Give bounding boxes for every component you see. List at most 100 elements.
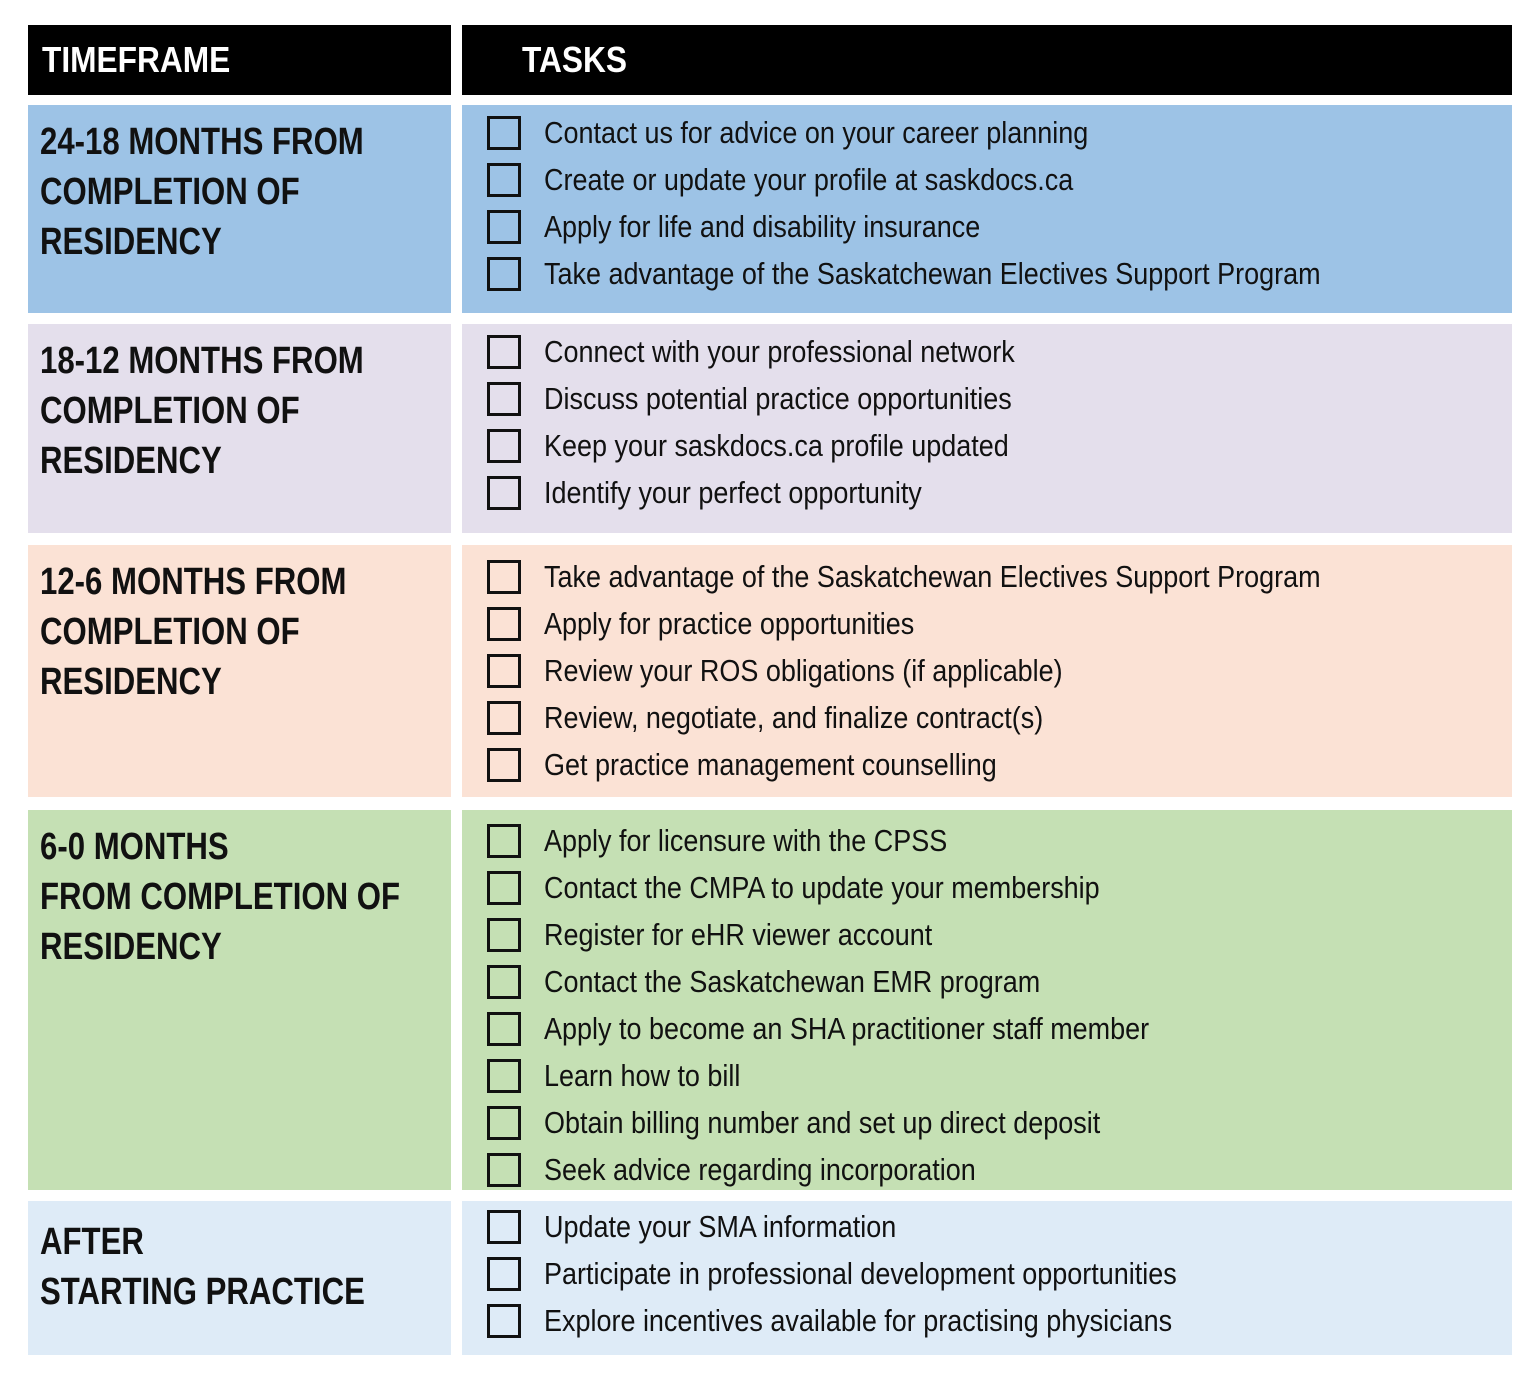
task-item: Discuss potential practice opportunities xyxy=(487,375,1512,422)
task-text: Explore incentives available for practis… xyxy=(544,1302,1173,1338)
task-item: Apply to become an SHA practitioner staf… xyxy=(487,1005,1512,1052)
task-item: Get practice management counselling xyxy=(487,741,1512,788)
timeframe-cell: 24-18 MONTHS FROM COMPLETION OF RESIDENCY xyxy=(28,105,451,313)
timeframe-cell: AFTER STARTING PRACTICE xyxy=(28,1201,451,1355)
checkbox[interactable] xyxy=(487,917,521,952)
header-timeframe: TIMEFRAME xyxy=(42,39,231,80)
checkbox[interactable] xyxy=(487,475,521,510)
task-item: Update your SMA information xyxy=(487,1203,1512,1250)
timeframe-line: RESIDENCY xyxy=(40,926,222,968)
timeframe-cell: 12-6 MONTHS FROM COMPLETION OF RESIDENCY xyxy=(28,545,451,797)
timeframe-line: 24-18 MONTHS FROM xyxy=(40,121,364,163)
timeframe-line: FROM COMPLETION OF xyxy=(40,876,401,918)
timeframe-line: RESIDENCY xyxy=(40,440,222,482)
checkbox[interactable] xyxy=(487,964,521,999)
checkbox[interactable] xyxy=(487,428,521,463)
tasks-cell: Contact us for advice on your career pla… xyxy=(462,105,1512,313)
task-item: Review your ROS obligations (if applicab… xyxy=(487,647,1512,694)
timeframe-cell: 18-12 MONTHS FROM COMPLETION OF RESIDENCY xyxy=(28,324,451,533)
task-text: Create or update your profile at saskdoc… xyxy=(544,161,1074,197)
tasks-cell: Update your SMA information Participate i… xyxy=(462,1201,1512,1355)
task-text: Review your ROS obligations (if applicab… xyxy=(544,652,1063,688)
task-item: Connect with your professional network xyxy=(487,328,1512,375)
task-item: Contact us for advice on your career pla… xyxy=(487,109,1512,156)
checkbox[interactable] xyxy=(487,1058,521,1093)
checkbox[interactable] xyxy=(487,870,521,905)
task-item: Register for eHR viewer account xyxy=(487,911,1512,958)
timeframe-line: 6-0 MONTHS xyxy=(40,826,229,868)
checkbox[interactable] xyxy=(487,1152,521,1187)
checkbox[interactable] xyxy=(487,747,521,782)
task-item: Apply for life and disability insurance xyxy=(487,203,1512,250)
task-text: Take advantage of the Saskatchewan Elect… xyxy=(544,255,1321,291)
task-text: Apply for licensure with the CPSS xyxy=(544,822,948,858)
task-item: Contact the Saskatchewan EMR program xyxy=(487,958,1512,1005)
header-cell: TASKS xyxy=(462,25,1512,95)
task-text: Get practice management counselling xyxy=(544,746,997,782)
task-item: Obtain billing number and set up direct … xyxy=(487,1099,1512,1146)
task-text: Seek advice regarding incorporation xyxy=(544,1151,976,1187)
task-item: Take advantage of the Saskatchewan Elect… xyxy=(487,250,1512,297)
tasks-cell: Apply for licensure with the CPSS Contact… xyxy=(462,810,1512,1190)
task-text: Contact us for advice on your career pla… xyxy=(544,114,1089,150)
checkbox[interactable] xyxy=(487,1209,521,1244)
task-text: Obtain billing number and set up direct … xyxy=(544,1104,1101,1140)
task-item: Learn how to bill xyxy=(487,1052,1512,1099)
task-text: Discuss potential practice opportunities xyxy=(544,380,1012,416)
task-item: Review, negotiate, and finalize contract… xyxy=(487,694,1512,741)
checkbox[interactable] xyxy=(487,1011,521,1046)
checkbox[interactable] xyxy=(487,823,521,858)
task-item: Identify your perfect opportunity xyxy=(487,469,1512,516)
tasks-cell: Take advantage of the Saskatchewan Elect… xyxy=(462,545,1512,797)
timeframe-line: STARTING PRACTICE xyxy=(40,1271,365,1313)
timeframe-line: AFTER xyxy=(40,1221,144,1263)
timeframe-line: RESIDENCY xyxy=(40,661,222,703)
checkbox[interactable] xyxy=(487,1256,521,1291)
task-text: Contact the Saskatchewan EMR program xyxy=(544,963,1041,999)
timeframe-line: 18-12 MONTHS FROM xyxy=(40,340,364,382)
timeframe-line: RESIDENCY xyxy=(40,221,222,263)
checkbox[interactable] xyxy=(487,606,521,641)
task-item: Contact the CMPA to update your membersh… xyxy=(487,864,1512,911)
task-text: Take advantage of the Saskatchewan Elect… xyxy=(544,558,1321,594)
checkbox[interactable] xyxy=(487,381,521,416)
task-text: Apply for life and disability insurance xyxy=(544,208,981,244)
task-text: Participate in professional development … xyxy=(544,1255,1177,1291)
header-tasks: TASKS xyxy=(522,39,628,80)
timeframe-line: COMPLETION OF xyxy=(40,171,300,213)
task-item: Apply for practice opportunities xyxy=(487,600,1512,647)
task-item: Apply for licensure with the CPSS xyxy=(487,817,1512,864)
task-text: Register for eHR viewer account xyxy=(544,916,933,952)
task-text: Update your SMA information xyxy=(544,1208,897,1244)
task-text: Apply to become an SHA practitioner staf… xyxy=(544,1010,1150,1046)
task-item: Participate in professional development … xyxy=(487,1250,1512,1297)
task-item: Seek advice regarding incorporation xyxy=(487,1146,1512,1190)
task-item: Explore incentives available for practis… xyxy=(487,1297,1512,1344)
task-text: Learn how to bill xyxy=(544,1057,741,1093)
task-text: Connect with your professional network xyxy=(544,333,1015,369)
checkbox[interactable] xyxy=(487,1105,521,1140)
task-item: Take advantage of the Saskatchewan Elect… xyxy=(487,553,1512,600)
task-text: Apply for practice opportunities xyxy=(544,605,915,641)
timeframe-line: COMPLETION OF xyxy=(40,611,300,653)
checkbox[interactable] xyxy=(487,334,521,369)
task-text: Identify your perfect opportunity xyxy=(544,474,922,510)
checkbox[interactable] xyxy=(487,209,521,244)
header-cell: TIMEFRAME xyxy=(28,25,451,95)
task-text: Keep your saskdocs.ca profile updated xyxy=(544,427,1009,463)
timeframe-line: COMPLETION OF xyxy=(40,390,300,432)
task-text: Contact the CMPA to update your membersh… xyxy=(544,869,1100,905)
checkbox[interactable] xyxy=(487,162,521,197)
tasks-cell: Connect with your professional network Di… xyxy=(462,324,1512,533)
checkbox[interactable] xyxy=(487,1303,521,1338)
checkbox[interactable] xyxy=(487,559,521,594)
checkbox[interactable] xyxy=(487,653,521,688)
checkbox[interactable] xyxy=(487,700,521,735)
checkbox[interactable] xyxy=(487,115,521,150)
task-text: Review, negotiate, and finalize contract… xyxy=(544,699,1044,735)
task-item: Create or update your profile at saskdoc… xyxy=(487,156,1512,203)
checkbox[interactable] xyxy=(487,256,521,291)
task-item: Keep your saskdocs.ca profile updated xyxy=(487,422,1512,469)
timeframe-cell: 6-0 MONTHS FROM COMPLETION OF RESIDENCY xyxy=(28,810,451,1190)
